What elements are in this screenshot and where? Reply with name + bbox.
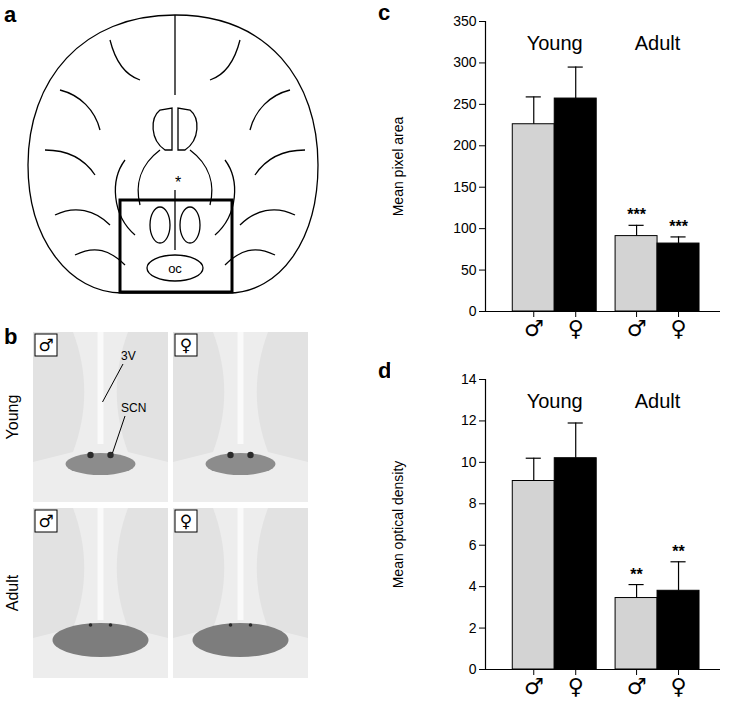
svg-text:♂: ♂ [627,316,647,341]
svg-text:2: 2 [469,620,477,636]
svg-text:***: *** [627,206,646,223]
svg-text:0: 0 [469,303,477,319]
svg-text:♀: ♀ [568,674,584,699]
html-text:a: a [4,2,17,27]
svg-text:SCN: SCN [121,401,146,415]
svg-text:100: 100 [453,220,477,236]
svg-text:6: 6 [469,537,477,553]
svg-text:200: 200 [453,137,477,153]
svg-text:50: 50 [461,262,477,278]
svg-text:12: 12 [461,412,477,428]
svg-text:Adult: Adult [4,574,21,611]
svg-text:0: 0 [469,661,477,677]
svg-text:350: 350 [453,13,477,29]
svg-text:Mean pixel area: Mean pixel area [390,116,406,216]
svg-text:Young: Young [527,390,583,412]
svg-text:150: 150 [453,179,477,195]
html-text:c: c [378,0,391,25]
svg-text:3V: 3V [121,349,136,363]
svg-text:250: 250 [453,96,477,112]
svg-text:♂: ♂ [524,674,544,699]
svg-text:oc: oc [168,261,182,276]
svg-text:14: 14 [461,371,477,387]
svg-text:♀: ♀ [670,674,686,699]
svg-text:♀: ♀ [180,335,192,355]
svg-text:***: *** [669,218,688,235]
svg-text:300: 300 [453,54,477,70]
svg-text:*: * [175,174,181,191]
html-text:b: b [4,324,18,349]
svg-text:4: 4 [469,578,477,594]
svg-text:Adult: Adult [635,390,681,412]
svg-text:♂: ♂ [524,316,544,341]
svg-text:♀: ♀ [180,511,192,531]
svg-text:10: 10 [461,454,477,470]
svg-text:Mean optical density: Mean optical density [390,461,406,589]
svg-text:Adult: Adult [635,32,681,54]
svg-text:Young: Young [527,32,583,54]
svg-text:**: ** [672,543,685,560]
svg-text:**: ** [630,566,643,583]
svg-text:♂: ♂ [627,674,647,699]
svg-text:8: 8 [469,495,477,511]
svg-text:♂: ♂ [38,511,53,531]
svg-text:Young: Young [4,395,21,440]
svg-text:♀: ♀ [568,316,584,341]
html-text:d: d [378,358,392,383]
svg-text:♀: ♀ [670,316,686,341]
svg-text:♂: ♂ [38,335,53,355]
